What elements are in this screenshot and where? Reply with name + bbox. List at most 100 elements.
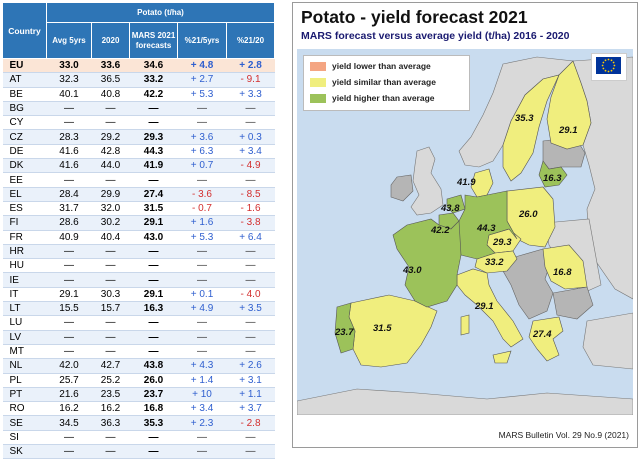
cell-f2021: —: [129, 272, 178, 288]
cell-vs5: - 0.7: [177, 201, 227, 217]
cell-avg: —: [46, 244, 92, 260]
cell-f2021: —: [129, 430, 178, 446]
cell-vs5: —: [177, 444, 227, 459]
region-sicily: [492, 350, 512, 364]
cell-f2021: —: [129, 115, 178, 131]
cell-country: EU: [2, 58, 47, 74]
cell-avg: 31.7: [46, 201, 92, 217]
table-row: CY — — — — —: [2, 115, 275, 131]
cell-y2020: 36.5: [91, 72, 130, 88]
table-row: EE — — — — —: [2, 172, 275, 188]
cell-f2021: 43.0: [129, 230, 178, 245]
cell-vs20: —: [226, 244, 275, 260]
cell-vs5: —: [177, 258, 227, 274]
header-group: Potato (t/ha): [45, 2, 276, 23]
region-italy: [456, 268, 524, 348]
table-row: EL 28.4 29.9 27.4- 3.6- 8.5: [2, 187, 275, 202]
table-row: MT — — — — —: [2, 344, 275, 360]
cell-avg: 41.6: [46, 158, 92, 174]
cell-avg: —: [46, 101, 92, 117]
cell-vs5: + 4.3: [177, 358, 227, 374]
table-row: DK 41.6 44.0 41.9 + 0.7- 4.9: [2, 158, 275, 174]
cell-y2020: 23.5: [91, 387, 130, 403]
cell-country: IT: [2, 287, 47, 303]
cell-y2020: —: [91, 430, 130, 446]
table-row: IE — — — — —: [2, 272, 275, 288]
cell-vs5: + 2.7: [177, 72, 227, 88]
legend-similar-label: yield similar than average: [332, 77, 436, 87]
cell-vs5: —: [177, 272, 227, 288]
legend-higher: yield higher than average: [310, 93, 435, 105]
table-row: HR — — — — —: [2, 244, 275, 260]
cell-vs20: —: [226, 330, 275, 345]
cell-country: SE: [2, 415, 47, 431]
label-romania: 16.8: [553, 267, 572, 278]
legend-similar-swatch: [310, 78, 326, 88]
cell-y2020: 42.7: [91, 358, 130, 374]
cell-country: HU: [2, 258, 47, 274]
cell-country: DK: [2, 158, 47, 174]
eu-flag-icon: [596, 57, 621, 74]
region-finland: [546, 60, 592, 150]
cell-avg: —: [46, 115, 92, 131]
cell-vs5: + 1.6: [177, 215, 227, 231]
header-country: Country: [2, 2, 47, 59]
cell-country: FR: [2, 230, 47, 245]
cell-vs5: + 2.3: [177, 415, 227, 431]
cell-vs5: + 0.1: [177, 287, 227, 303]
cell-y2020: 30.3: [91, 287, 130, 303]
map-subtitle: MARS forecast versus average yield (t/ha…: [301, 30, 570, 42]
cell-f2021: —: [129, 258, 178, 274]
cell-y2020: 25.2: [91, 373, 130, 388]
cell-f2021: —: [129, 344, 178, 360]
cell-vs5: —: [177, 315, 227, 331]
cell-vs20: + 3.7: [226, 401, 275, 417]
cell-vs20: + 3.1: [226, 373, 275, 388]
cell-vs20: - 4.9: [226, 158, 275, 174]
cell-f2021: 23.7: [129, 387, 178, 403]
cell-vs20: + 6.4: [226, 230, 275, 245]
cell-f2021: 27.4: [129, 187, 178, 202]
region-greece: [528, 316, 564, 362]
cell-vs5: + 6.3: [177, 144, 227, 160]
cell-country: CY: [2, 115, 47, 131]
cell-f2021: 29.1: [129, 215, 178, 231]
cell-vs5: —: [177, 330, 227, 345]
land-ireland: [390, 174, 414, 202]
cell-vs20: - 8.5: [226, 187, 275, 202]
table-row: DE 41.6 42.8 44.3 + 6.3 + 3.4: [2, 144, 275, 160]
cell-avg: 41.6: [46, 144, 92, 160]
cell-vs20: + 1.1: [226, 387, 275, 403]
table-row: FI 28.6 30.2 29.1 + 1.6- 3.8: [2, 215, 275, 231]
land-uk: [410, 146, 444, 216]
cell-vs20: - 2.8: [226, 415, 275, 431]
cell-y2020: 30.2: [91, 215, 130, 231]
cell-y2020: —: [91, 258, 130, 274]
cell-f2021: 26.0: [129, 373, 178, 388]
cell-vs5: —: [177, 430, 227, 446]
cell-vs20: —: [226, 272, 275, 288]
cell-vs5: —: [177, 172, 227, 188]
cell-vs20: - 9.1: [226, 72, 275, 88]
cell-country: SK: [2, 444, 47, 459]
cell-f2021: 33.2: [129, 72, 178, 88]
cell-y2020: 36.3: [91, 415, 130, 431]
cell-country: FI: [2, 215, 47, 231]
table-row: SK — — — — —: [2, 444, 275, 459]
cell-country: LT: [2, 301, 47, 317]
cell-avg: 32.3: [46, 72, 92, 88]
cell-f2021: 35.3: [129, 415, 178, 431]
cell-avg: 42.0: [46, 358, 92, 374]
cell-y2020: —: [91, 444, 130, 459]
cell-f2021: 41.9: [129, 158, 178, 174]
cell-country: PL: [2, 373, 47, 388]
cell-vs20: + 2.8: [226, 58, 275, 74]
cell-f2021: 42.2: [129, 87, 178, 102]
label-finland: 29.1: [558, 125, 578, 136]
label-italy: 29.1: [474, 301, 494, 312]
table-row: EU 33.0 33.6 34.6 + 4.8 + 2.8: [2, 58, 275, 74]
table-row: ES 31.7 32.0 31.5- 0.7- 1.6: [2, 201, 275, 217]
cell-vs20: + 3.5: [226, 301, 275, 317]
legend-higher-label: yield higher than average: [332, 93, 435, 103]
cell-country: LU: [2, 315, 47, 331]
